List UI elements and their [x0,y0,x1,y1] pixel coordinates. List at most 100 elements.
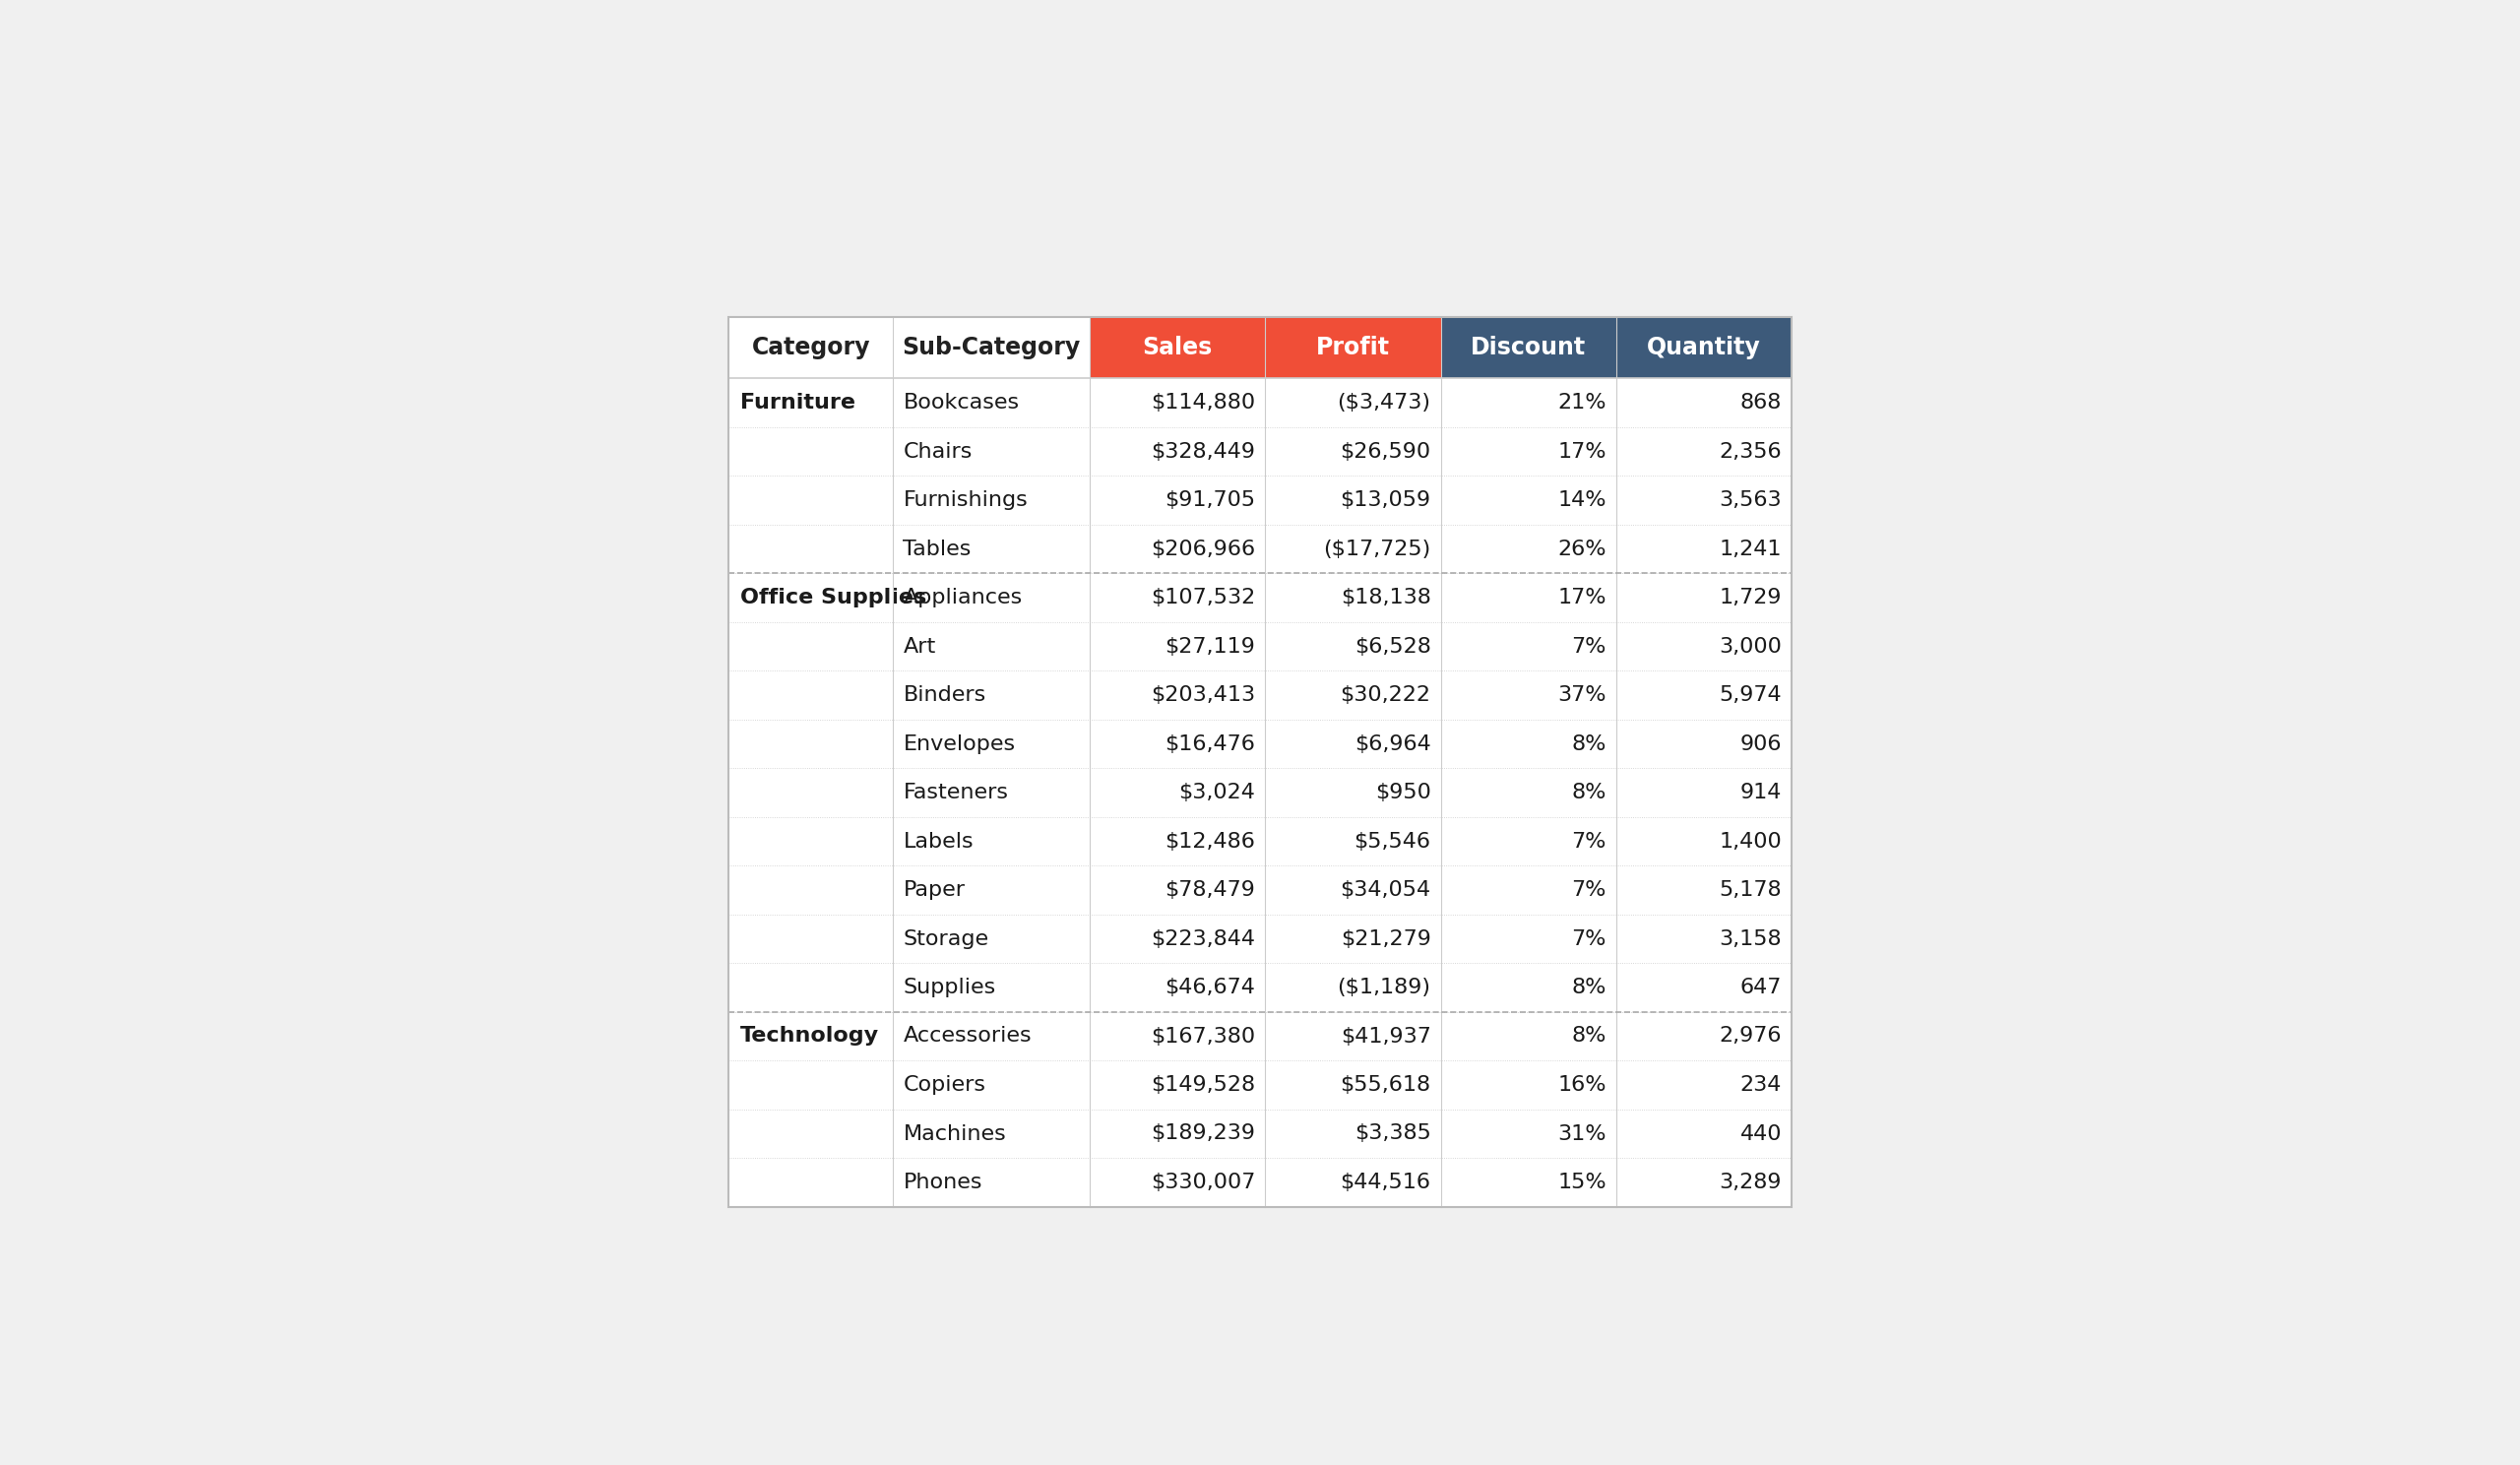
Text: Phones: Phones [902,1172,983,1193]
Text: Machines: Machines [902,1124,1005,1144]
Text: Sales: Sales [1142,335,1212,359]
Text: Quantity: Quantity [1648,335,1761,359]
Text: 8%: 8% [1572,1027,1605,1046]
Text: 2,356: 2,356 [1719,441,1782,461]
Text: 1,729: 1,729 [1719,587,1782,608]
Text: 906: 906 [1739,734,1782,753]
Text: $6,528: $6,528 [1353,636,1431,656]
Text: 234: 234 [1739,1075,1782,1094]
Bar [728,671,1792,719]
Text: $3,385: $3,385 [1353,1124,1431,1144]
Text: 7%: 7% [1572,880,1605,900]
Text: Chairs: Chairs [902,441,973,461]
Text: 26%: 26% [1557,539,1605,558]
Bar [728,476,1792,524]
Text: 7%: 7% [1572,636,1605,656]
Text: $44,516: $44,516 [1341,1172,1431,1193]
Bar [728,318,892,378]
Bar [728,573,1792,623]
Text: Sub-Category: Sub-Category [902,335,1081,359]
Text: Tables: Tables [902,539,970,558]
Text: 8%: 8% [1572,977,1605,998]
Text: $27,119: $27,119 [1164,636,1255,656]
Text: $950: $950 [1376,782,1431,803]
Text: 3,289: 3,289 [1719,1172,1782,1193]
Text: Binders: Binders [902,686,985,705]
Text: 647: 647 [1739,977,1782,998]
Text: 17%: 17% [1557,587,1605,608]
Text: 914: 914 [1739,782,1782,803]
Text: $21,279: $21,279 [1341,929,1431,949]
Text: $55,618: $55,618 [1341,1075,1431,1094]
Text: 37%: 37% [1557,686,1605,705]
Bar [728,378,1792,426]
Text: $41,937: $41,937 [1341,1027,1431,1046]
Text: $18,138: $18,138 [1341,587,1431,608]
Text: $3,024: $3,024 [1179,782,1255,803]
Bar [728,1157,1792,1207]
Text: Copiers: Copiers [902,1075,985,1094]
Text: 440: 440 [1739,1124,1782,1144]
Text: Labels: Labels [902,832,973,851]
Text: 7%: 7% [1572,929,1605,949]
Text: Furniture: Furniture [741,393,854,413]
Text: ($3,473): ($3,473) [1338,393,1431,413]
Text: $91,705: $91,705 [1164,491,1255,510]
Bar [728,318,1792,1207]
Text: 868: 868 [1739,393,1782,413]
Text: $26,590: $26,590 [1341,441,1431,461]
Text: $206,966: $206,966 [1152,539,1255,558]
Text: $5,546: $5,546 [1353,832,1431,851]
Text: 7%: 7% [1572,832,1605,851]
Text: 14%: 14% [1557,491,1605,510]
Bar [892,318,1089,378]
Bar [728,768,1792,817]
Text: $223,844: $223,844 [1152,929,1255,949]
Text: 15%: 15% [1557,1172,1605,1193]
Bar [728,1061,1792,1109]
Text: $78,479: $78,479 [1164,880,1255,900]
Bar [728,914,1792,963]
Text: Fasteners: Fasteners [902,782,1008,803]
Text: $16,476: $16,476 [1164,734,1255,753]
Text: ($1,189): ($1,189) [1338,977,1431,998]
Text: $167,380: $167,380 [1152,1027,1255,1046]
Text: Art: Art [902,636,935,656]
Text: 1,241: 1,241 [1719,539,1782,558]
Text: $6,964: $6,964 [1353,734,1431,753]
Text: Supplies: Supplies [902,977,995,998]
Bar [728,1012,1792,1061]
Text: Storage: Storage [902,929,988,949]
Bar [728,817,1792,866]
Text: Furnishings: Furnishings [902,491,1028,510]
Text: 3,000: 3,000 [1719,636,1782,656]
Text: $114,880: $114,880 [1152,393,1255,413]
Text: 8%: 8% [1572,734,1605,753]
Text: 21%: 21% [1557,393,1605,413]
Bar [1615,318,1792,378]
Text: $46,674: $46,674 [1164,977,1255,998]
Text: Bookcases: Bookcases [902,393,1021,413]
Bar [728,623,1792,671]
Bar [728,524,1792,573]
Bar [728,963,1792,1012]
Text: Accessories: Accessories [902,1027,1031,1046]
Text: $328,449: $328,449 [1152,441,1255,461]
Text: $203,413: $203,413 [1152,686,1255,705]
Bar [728,719,1792,768]
Text: $189,239: $189,239 [1152,1124,1255,1144]
Text: $149,528: $149,528 [1152,1075,1255,1094]
Text: $12,486: $12,486 [1164,832,1255,851]
Text: Technology: Technology [741,1027,879,1046]
Text: $30,222: $30,222 [1341,686,1431,705]
Text: 3,158: 3,158 [1719,929,1782,949]
Text: Category: Category [751,335,869,359]
Bar [1441,318,1615,378]
Text: 5,178: 5,178 [1719,880,1782,900]
Text: $330,007: $330,007 [1152,1172,1255,1193]
Text: $34,054: $34,054 [1341,880,1431,900]
Text: 31%: 31% [1557,1124,1605,1144]
Bar [1089,318,1265,378]
Text: 3,563: 3,563 [1719,491,1782,510]
Text: ($17,725): ($17,725) [1323,539,1431,558]
